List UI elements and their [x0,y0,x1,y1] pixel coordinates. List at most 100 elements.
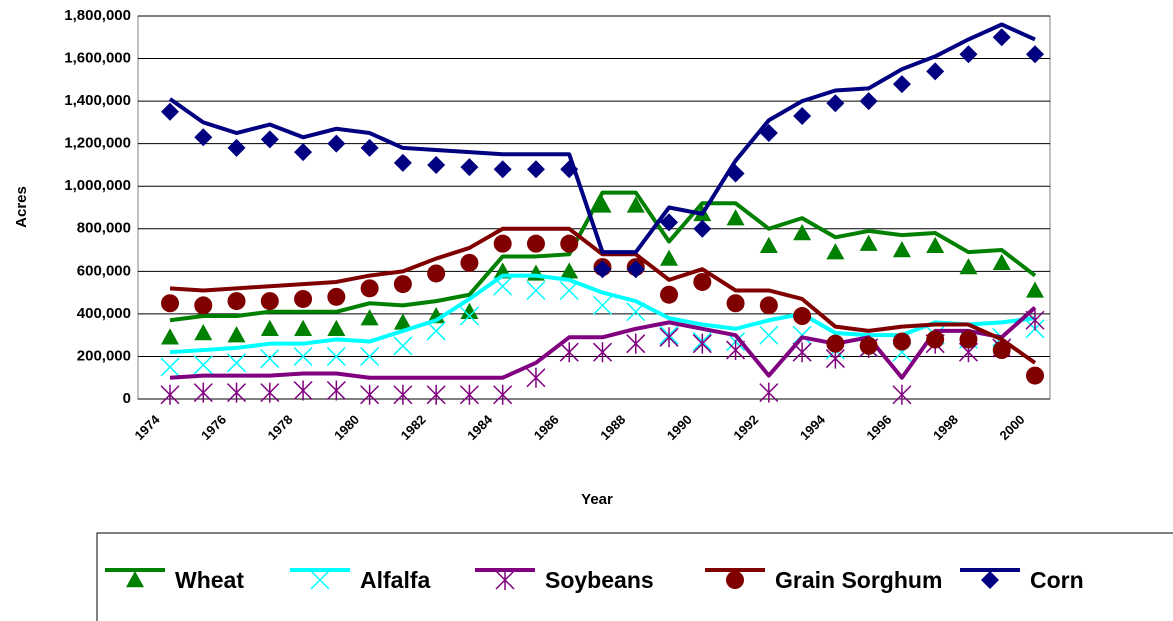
marker [559,280,579,301]
marker [327,134,346,153]
marker [493,384,513,405]
marker [393,313,412,330]
marker [194,296,213,315]
marker [660,213,679,232]
marker [227,292,246,311]
x-tick-label: 1974 [131,411,163,443]
marker [926,330,945,349]
marker [193,355,213,375]
marker [660,285,679,304]
marker [626,260,645,279]
y-tick-label: 600,000 [77,262,131,279]
x-tick-label: 1976 [198,412,229,443]
x-axis-title: Year [581,491,613,508]
marker [726,340,746,361]
marker [726,294,745,313]
marker [826,243,845,260]
marker [526,160,545,179]
marker [460,158,479,177]
marker [193,382,213,403]
x-tick-label: 1986 [531,412,562,443]
marker [1026,366,1044,385]
marker [294,319,313,336]
marker [393,153,412,172]
legend-marker [495,570,515,590]
y-tick-label: 200,000 [77,347,131,364]
marker [560,160,579,179]
marker [859,234,878,251]
marker [693,219,712,238]
x-tick-label: 1990 [664,412,695,443]
marker [926,236,945,253]
series-line [168,22,1036,255]
marker [293,346,313,366]
marker [1026,281,1044,298]
marker [393,275,412,294]
marker [593,260,612,279]
marker [393,384,413,405]
x-tick-label: 1984 [464,411,496,443]
marker [759,325,779,345]
y-tick-label: 1,000,000 [64,177,131,194]
marker [360,309,379,326]
marker [726,209,745,226]
marker [559,342,579,363]
marker [526,234,545,253]
marker [659,327,679,348]
legend-label: Grain Sorghum [775,567,942,593]
marker [294,289,313,308]
marker [593,196,612,213]
marker [626,196,645,213]
legend-marker [126,571,144,588]
marker [160,357,180,377]
marker [160,384,180,405]
marker [360,138,379,157]
marker [294,143,313,162]
marker [327,287,346,306]
y-tick-label: 800,000 [77,220,131,237]
marker [459,306,479,326]
marker [793,107,812,126]
marker [260,382,280,403]
marker [826,334,845,353]
y-tick-label: 1,400,000 [64,92,131,109]
marker [959,45,978,64]
y-tick-label: 1,200,000 [64,135,131,152]
marker [326,380,346,401]
marker [493,276,513,296]
marker [493,234,512,253]
marker [626,302,646,322]
marker [759,124,778,143]
legend-label: Corn [1030,567,1084,593]
marker [992,341,1011,360]
marker [427,155,446,174]
marker [792,325,812,345]
marker [326,346,346,366]
marker [926,62,945,81]
marker [892,75,911,94]
marker [360,346,380,366]
marker [726,164,745,183]
marker [759,296,778,315]
marker [327,319,346,336]
marker [692,333,712,354]
marker [560,234,579,253]
series-line [169,226,1037,365]
marker [892,332,911,351]
marker [360,384,380,405]
y-tick-label: 1,800,000 [64,7,131,24]
marker [892,384,912,405]
marker [393,336,413,356]
marker [260,349,280,369]
marker [360,279,379,298]
marker [260,130,279,149]
marker [260,319,279,336]
marker [260,292,279,311]
marker [660,249,679,266]
legend-label: Wheat [175,567,244,593]
marker [592,342,613,363]
marker [759,236,778,253]
marker [194,324,213,341]
marker [161,102,179,121]
